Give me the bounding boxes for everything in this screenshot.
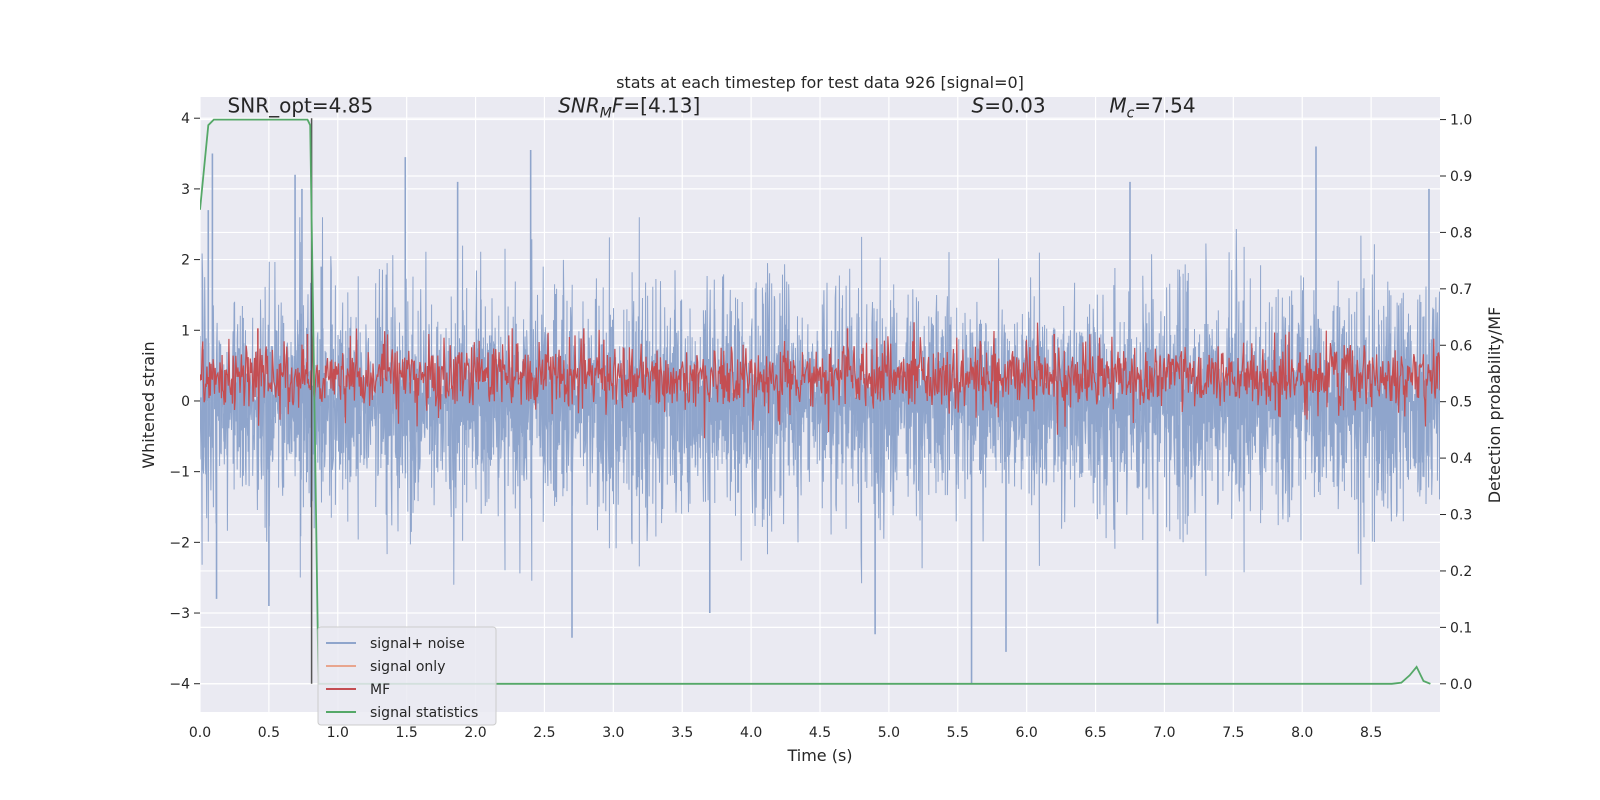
legend: signal+ noise signal only MF signal statist… [317,626,497,726]
y-tick-label-left: 3 [181,182,190,198]
x-tick-label: 1.5 [396,725,418,741]
x-tick-label: 5.0 [878,725,900,741]
legend-label: signal statistics [370,705,478,721]
y-tick-label-left: 1 [181,323,190,339]
y-tick-label-right: 1.0 [1450,113,1472,129]
x-tick-label: 4.0 [740,725,762,741]
series-mf [200,322,1440,439]
legend-box [317,626,497,726]
y-tick-label-right: 0.4 [1450,451,1472,467]
x-tick-label: 4.5 [809,725,831,741]
x-tick-label: 7.5 [1222,725,1244,741]
y-tick-label-right: 0.0 [1450,677,1472,693]
y-tick-label-right: 0.9 [1450,169,1472,185]
annotation: S=0.03 [972,94,1046,118]
y-tick-label-right: 0.5 [1450,395,1472,411]
y-axis-label-left: Whitened strain [139,341,158,468]
x-tick-label: 2.5 [533,725,555,741]
legend-label: signal+ noise [370,636,465,652]
y-tick-label-left: −1 [169,465,190,481]
x-axis-label: Time (s) [786,746,852,765]
y-tick-label-left: 0 [181,394,190,410]
annotation: Mc=7.54 [1109,94,1195,122]
y-axis-label-right: Detection probability/MF [1485,307,1504,504]
x-tick-label: 3.5 [671,725,693,741]
y-tick-label-right: 0.1 [1450,620,1472,636]
y-tick-label-left: 2 [181,253,190,269]
plot-area [200,118,1440,685]
y-tick-label-left: −3 [169,606,190,622]
y-tick-label-right: 0.3 [1450,508,1472,524]
annotations: SNR_opt=4.85 SNRMF=[4.13] S=0.03 Mc=7.54 [228,94,1196,122]
annotation: SNR_opt=4.85 [228,94,374,118]
x-tick-label: 8.0 [1291,725,1313,741]
series-layer [200,118,1440,685]
annotation: SNRMF=[4.13] [558,94,700,122]
y-tick-label-right: 0.7 [1450,282,1472,298]
y-tick-label-right: 0.8 [1450,225,1472,241]
x-tick-label: 3.0 [602,725,624,741]
legend-label: signal only [370,659,445,675]
x-tick-label: 6.0 [1016,725,1038,741]
x-tick-label: 7.0 [1153,725,1175,741]
ticks: 0.0 0.5 1.0 1.5 2.0 2.5 3.0 3.5 4.0 4.5 5.0 5.5 6.0 6… [169,111,1472,741]
x-tick-label: 0.0 [189,725,211,741]
y-tick-label-right: 0.2 [1450,564,1472,580]
y-tick-label-left: 4 [181,111,190,127]
x-tick-label: 2.0 [464,725,486,741]
x-tick-label: 6.5 [1084,725,1106,741]
y-tick-label-left: −2 [169,535,190,551]
x-tick-label: 1.0 [327,725,349,741]
y-tick-label-right: 0.6 [1450,338,1472,354]
x-tick-label: 8.5 [1360,725,1382,741]
chart-title: stats at each timestep for test data 926… [616,73,1024,92]
x-tick-label: 0.5 [258,725,280,741]
legend-label: MF [370,682,390,698]
x-tick-label: 5.5 [947,725,969,741]
series-signal-noise [200,217,1440,585]
y-tick-label-left: −4 [169,677,190,693]
